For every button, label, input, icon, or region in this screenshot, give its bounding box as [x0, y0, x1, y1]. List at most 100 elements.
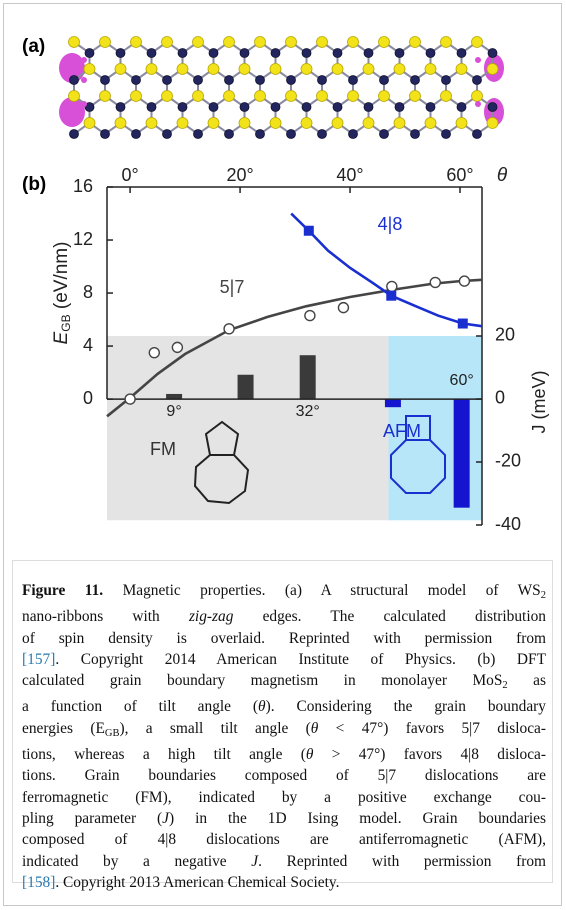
atom: [363, 64, 374, 75]
atom: [162, 91, 173, 102]
atom: [287, 130, 296, 139]
page: {"panel_a":{"label":"(a)"}, "panel_b":{"…: [0, 0, 566, 910]
panel-label: (a): [22, 36, 45, 57]
atom: [410, 37, 421, 48]
atom: [348, 91, 359, 102]
atom: [270, 118, 281, 129]
caption-text: Magnetic properties. (a) A structural mo…: [103, 582, 541, 599]
atom: [442, 130, 451, 139]
y-tick-label: 12: [73, 229, 93, 249]
atom: [163, 130, 172, 139]
atom: [363, 118, 374, 129]
atom: [332, 118, 343, 129]
y2-tick-label: -20: [495, 451, 521, 471]
series-label: 5|7: [220, 277, 245, 297]
atom: [146, 64, 157, 75]
atom: [116, 103, 125, 112]
caption-text: nano-ribbons with: [22, 608, 189, 625]
atom: [177, 118, 188, 129]
region-label: FM: [150, 439, 176, 459]
atom: [394, 118, 405, 129]
atom: [348, 37, 359, 48]
caption-line: ferromagnetic (FM), indicated by a posit…: [22, 787, 546, 808]
caption-text: ) in the 1D Ising model. Grain boundarie…: [169, 810, 546, 827]
citation-link[interactable]: [157]: [22, 651, 55, 668]
caption-text: as: [508, 672, 546, 689]
region: [107, 336, 389, 520]
caption-text: GB: [105, 728, 120, 739]
caption-text: . Copyright 2014 American Institute of P…: [55, 651, 546, 668]
caption-line: nano-ribbons with zig-zag edges. The cal…: [22, 606, 546, 627]
caption-text: < 47°) favors 5|7 disloca-: [318, 720, 546, 737]
caption-text: indicated by a negative: [22, 853, 251, 870]
bar: [454, 399, 470, 508]
caption-text: of spin density is overlaid. Reprinted w…: [22, 630, 546, 647]
atom: [225, 130, 234, 139]
caption-text: ), a small tilt angle (: [119, 720, 310, 737]
x-tick-label: 40°: [336, 165, 363, 185]
y-label-sub: GB: [59, 314, 73, 331]
atom: [194, 130, 203, 139]
bar: [300, 355, 316, 399]
caption-text: > 47°) favors 4|8 disloca-: [313, 746, 546, 763]
atom: [84, 118, 95, 129]
atom: [472, 91, 483, 102]
atom: [239, 118, 250, 129]
atom: [411, 76, 420, 85]
atom: [318, 130, 327, 139]
citation-link[interactable]: [158]: [22, 874, 55, 891]
atom: [271, 49, 280, 58]
point: [458, 319, 468, 329]
atom: [116, 49, 125, 58]
atom: [270, 64, 281, 75]
x-tick-label: 20°: [226, 165, 253, 185]
atom: [115, 118, 126, 129]
point: [224, 324, 234, 334]
y2-tick-label: 20: [495, 325, 515, 345]
atom: [70, 76, 79, 85]
atom: [209, 103, 218, 112]
atom: [425, 64, 436, 75]
atom: [178, 103, 187, 112]
atom: [240, 49, 249, 58]
atom: [301, 64, 312, 75]
caption-text: . Reprinted with permission from: [258, 853, 546, 870]
atom: [70, 130, 79, 139]
y-tick-label: 4: [83, 335, 93, 355]
atom: [286, 91, 297, 102]
atom: [194, 76, 203, 85]
point: [305, 311, 315, 321]
atom: [286, 37, 297, 48]
spin-density: [81, 77, 87, 83]
atom: [472, 37, 483, 48]
caption-line: indicated by a negative J. Reprinted wit…: [22, 851, 546, 872]
y-tick-label: 16: [73, 176, 93, 196]
y-tick-label: 8: [83, 282, 93, 302]
caption-line: tions, whereas a high tilt angle (θ > 47…: [22, 744, 546, 765]
atom: [255, 91, 266, 102]
caption-text: edges. The calculated distribution: [233, 608, 546, 625]
y-axis-label: EGB (eV/nm): [51, 242, 73, 345]
atom: [69, 37, 80, 48]
bar: [385, 399, 401, 407]
caption-text: tions, whereas a high tilt angle (: [22, 746, 306, 763]
caption-line: Figure 11. Magnetic properties. (a) A st…: [22, 580, 546, 606]
atom: [473, 76, 482, 85]
atom: [100, 37, 111, 48]
atom: [394, 64, 405, 75]
atom: [442, 76, 451, 85]
caption: Figure 11. Magnetic properties. (a) A st…: [22, 580, 546, 893]
point: [172, 342, 182, 352]
atom: [162, 37, 173, 48]
panel-label: (b): [22, 174, 46, 195]
atom: [364, 49, 373, 58]
atom: [488, 49, 497, 58]
bar: [166, 394, 182, 399]
y2-tick-label: 0: [495, 388, 505, 408]
point: [338, 303, 348, 313]
atom: [456, 64, 467, 75]
point: [149, 348, 159, 358]
point: [125, 394, 135, 404]
atom: [225, 76, 234, 85]
atom: [193, 91, 204, 102]
